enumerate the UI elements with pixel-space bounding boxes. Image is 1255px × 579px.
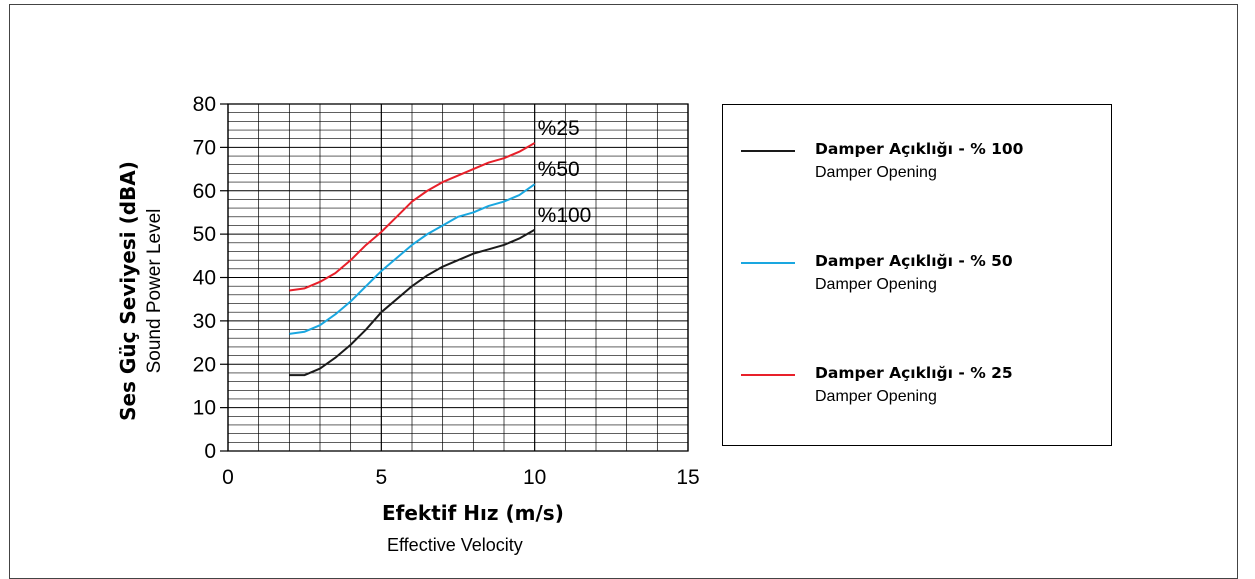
y-tick-label: 40: [193, 267, 216, 290]
series-lines: [289, 142, 536, 377]
axes: [220, 103, 689, 452]
legend-title: Damper Açıklığı - % 100: [815, 140, 1024, 158]
legend-swatch: [741, 150, 795, 152]
x-tick-labels: 0 5 10 15: [222, 466, 700, 489]
x-axis-sublabel: Effective Velocity: [387, 535, 523, 555]
y-tick-label: 30: [193, 310, 216, 333]
series-line-pct-100: [289, 228, 536, 377]
y-tick-labels: 0 10 20 30 40 50 60 70 80: [193, 93, 216, 463]
y-tick-label: 70: [193, 136, 216, 159]
series-end-label: %100: [538, 204, 592, 227]
x-tick-label: 10: [523, 466, 546, 489]
x-tick-label: 0: [222, 466, 234, 489]
legend-title: Damper Açıklığı - % 50: [815, 252, 1013, 270]
x-axis-label: Efektif Hız (m/s): [382, 501, 564, 525]
y-tick-label: 80: [193, 93, 216, 116]
y-tick-label: 50: [193, 223, 216, 246]
series-end-label: %25: [538, 117, 580, 140]
y-axis-sublabel: Sound Power Level: [144, 209, 165, 374]
legend: Damper Açıklığı - % 100 Damper Opening Dam…: [722, 104, 1112, 446]
legend-subtitle: Damper Opening: [815, 276, 937, 293]
legend-swatch: [741, 262, 795, 264]
y-tick-label: 20: [193, 353, 216, 376]
legend-title: Damper Açıklığı - % 25: [815, 364, 1013, 382]
x-tick-label: 5: [375, 466, 387, 489]
y-axis-label: Ses Güç Seviyesi (dBA): [116, 161, 140, 421]
x-tick-label: 15: [676, 466, 699, 489]
legend-subtitle: Damper Opening: [815, 388, 937, 405]
series-line-pct-25: [289, 142, 536, 292]
y-tick-label: 60: [193, 180, 216, 203]
y-tick-label: 10: [193, 397, 216, 420]
grid: [227, 103, 689, 452]
series-end-label: %50: [538, 158, 580, 181]
series-line-pct-50: [289, 183, 536, 335]
legend-subtitle: Damper Opening: [815, 164, 937, 181]
series-end-labels: %25 %50 %100: [538, 117, 592, 227]
y-tick-label: 0: [204, 440, 216, 463]
legend-swatch: [741, 374, 795, 376]
